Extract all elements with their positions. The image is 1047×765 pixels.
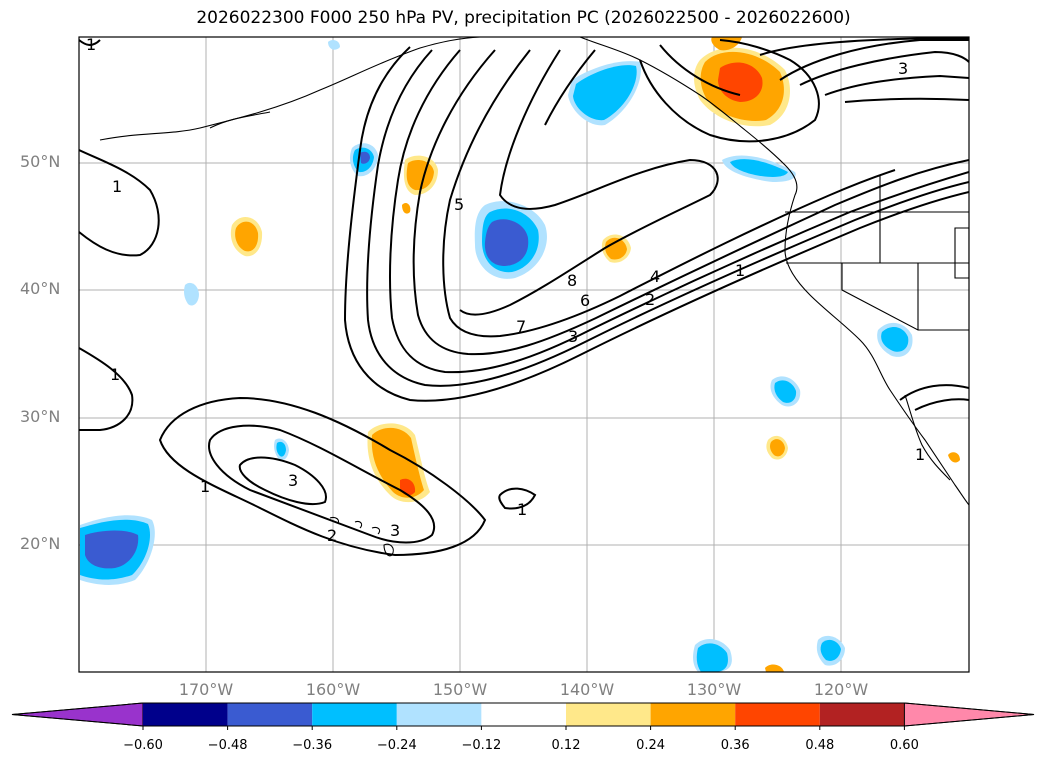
precip-shading [80,37,960,672]
colorbar-tick-label: −0.60 [123,738,163,753]
colorbar-tick-label: 0.24 [636,738,666,753]
lat-label-40n: 40°N [20,279,61,298]
contour-label: 3 [390,521,400,540]
colorbar-tick-label: −0.36 [292,738,333,753]
colorbar-segment [735,703,820,726]
lat-label-20n: 20°N [20,534,61,553]
contour-label: 1 [86,35,96,54]
lon-label-150w: 150°W [432,680,488,699]
colorbar-segment [396,703,482,726]
colorbar-tick-label: 0.36 [720,738,750,753]
figure-title: 2026022300 F000 250 hPa PV, precipitatio… [196,8,851,28]
colorbar [11,702,1035,730]
contour-label: 6 [580,291,590,310]
colorbar-segment [481,703,566,726]
contour-label: 2 [327,526,337,545]
pv-contours [79,37,969,557]
colorbar-tick-label: 0.60 [889,738,919,753]
colorbar-extend-high [903,702,1035,727]
contour-label: 4 [650,267,660,286]
colorbar-segment [650,703,736,726]
contour-label: 1 [735,261,745,280]
colorbar-tick-label: −0.24 [376,738,417,753]
colorbar-tick-label: −0.12 [461,738,502,753]
colorbar-tick-label: 0.12 [551,738,581,753]
contour-label: 8 [567,271,577,290]
contour-labels: 1 1 1 1 1 1 1 2 2 3 3 3 3 4 5 6 7 8 [86,35,925,545]
colorbar-tick-label: −0.48 [207,738,248,753]
lon-label-120w: 120°W [813,680,869,699]
lon-label-140w: 140°W [559,680,615,699]
colorbar-segment [227,703,313,726]
contour-label: 1 [112,177,122,196]
colorbar-tick-label: 0.48 [805,738,835,753]
lat-label-30n: 30°N [20,407,61,426]
colorbar-segment [143,703,228,726]
contour-label: 1 [200,477,210,496]
graticule [79,37,969,672]
contour-label: 3 [898,59,908,78]
contour-label: 1 [110,365,120,384]
contour-label: 7 [516,317,526,336]
map-frame [78,36,970,673]
colorbar-segment [566,703,651,726]
lat-label-50n: 50°N [20,152,61,171]
lon-label-170w: 170°W [178,680,234,699]
contour-label: 2 [645,290,655,309]
contour-label: 3 [568,327,578,346]
contour-label: 5 [454,195,464,214]
lon-label-130w: 130°W [686,680,742,699]
colorbar-segment [819,703,905,726]
contour-label: 1 [915,445,925,464]
colorbar-extend-low [11,702,144,727]
map-panel [79,37,969,672]
colorbar-segment [312,703,397,726]
contour-label: 3 [288,471,298,490]
contour-label: 1 [517,500,527,519]
lon-label-160w: 160°W [305,680,361,699]
